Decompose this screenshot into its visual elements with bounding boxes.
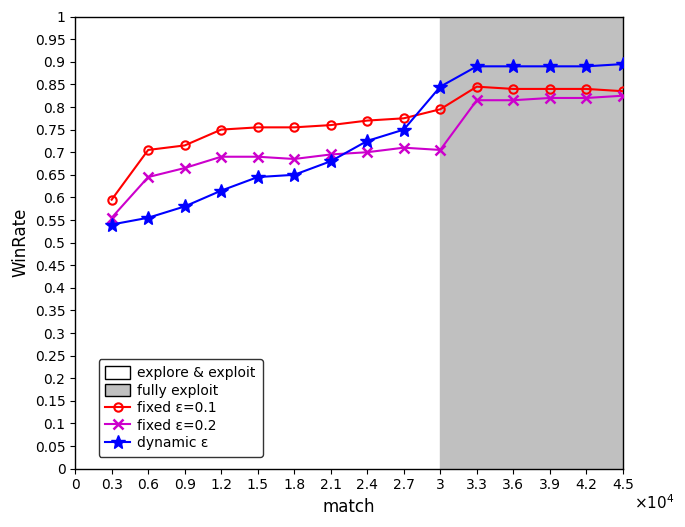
Y-axis label: WinRate: WinRate (11, 208, 29, 277)
Bar (440, 17, 623, 469)
Text: $\times10^4$: $\times10^4$ (634, 493, 674, 512)
Legend: explore & exploit, fully exploit, fixed ε=0.1, fixed ε=0.2, dynamic ε: explore & exploit, fully exploit, fixed … (99, 359, 263, 457)
X-axis label: match: match (323, 498, 375, 516)
